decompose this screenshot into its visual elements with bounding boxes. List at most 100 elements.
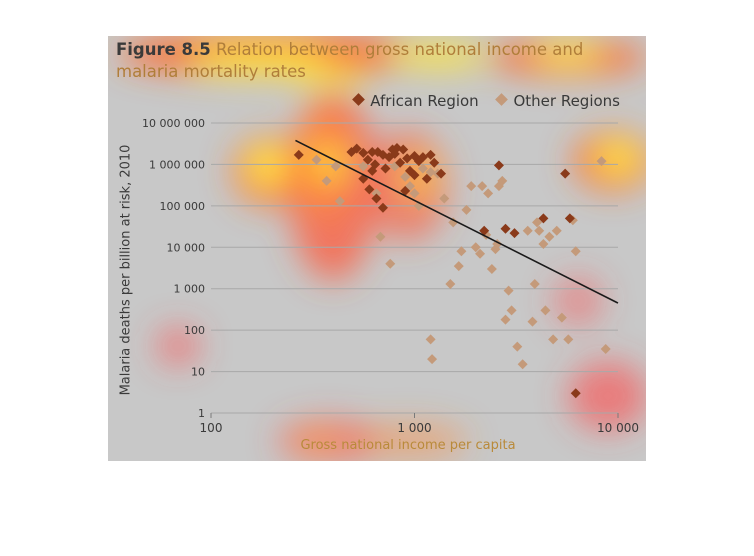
data-point-african xyxy=(362,154,373,165)
data-point-other xyxy=(445,278,456,289)
data-point-other xyxy=(409,188,420,199)
data-point-other xyxy=(517,359,528,370)
y-tick-label: 1 000 xyxy=(174,283,206,296)
data-point-other xyxy=(456,246,467,257)
y-tick-label: 1 000 000 xyxy=(149,158,205,171)
x-tick-label: 100 xyxy=(200,421,223,435)
gridlines xyxy=(211,122,618,414)
data-point-african xyxy=(509,228,520,239)
data-point-other xyxy=(483,188,494,199)
figure-caption: Relation between gross national income a… xyxy=(116,40,584,81)
data-point-african xyxy=(395,157,406,168)
x-axis-ticks: 100 1 000 10 000 xyxy=(200,413,639,435)
data-point-other xyxy=(475,248,486,259)
data-point-other xyxy=(417,163,428,174)
data-point-other xyxy=(512,341,523,352)
data-point-african xyxy=(377,149,388,160)
data-point-african xyxy=(500,223,511,234)
data-point-other xyxy=(527,316,538,327)
data-point-other xyxy=(334,196,345,207)
data-point-other xyxy=(497,175,508,186)
legend-swatch-african xyxy=(352,93,366,106)
data-point-other xyxy=(529,278,540,289)
figure-title: Figure 8.5 Relation between gross nation… xyxy=(116,39,636,83)
data-point-african xyxy=(570,388,581,399)
data-point-african xyxy=(380,163,391,174)
data-point-other xyxy=(540,305,551,316)
data-point-african xyxy=(377,202,388,213)
data-point-other xyxy=(486,263,497,274)
data-point-other xyxy=(466,181,477,192)
legend-item-african: African Region xyxy=(352,92,479,110)
data-point-other xyxy=(439,193,450,204)
data-point-other xyxy=(400,171,411,182)
data-point-other xyxy=(570,246,581,257)
data-point-other xyxy=(371,188,382,199)
data-point-african xyxy=(367,165,378,176)
data-point-other xyxy=(321,175,332,186)
data-point-other xyxy=(425,334,436,345)
data-point-african xyxy=(429,157,440,168)
data-point-other xyxy=(506,305,517,316)
data-point-african xyxy=(436,168,447,179)
data-point-african xyxy=(367,146,378,157)
data-point-african xyxy=(564,213,575,224)
y-tick-label: 1 xyxy=(198,407,205,420)
data-point-other xyxy=(500,314,511,325)
data-point-african xyxy=(293,149,304,160)
data-point-other xyxy=(425,167,436,178)
data-point-african xyxy=(358,147,369,158)
data-point-other xyxy=(470,242,481,253)
data-point-other xyxy=(556,312,567,323)
chart-legend: African Region Other Regions xyxy=(340,92,620,110)
data-point-other xyxy=(538,239,549,250)
data-point-african xyxy=(560,168,571,179)
y-tick-label: 100 xyxy=(184,324,205,337)
data-point-other xyxy=(311,154,322,165)
scatter-chart: 1 10 100 1 000 10 000 100 000 1 000 000 10 000 … xyxy=(142,117,639,435)
data-point-african xyxy=(417,152,428,163)
data-point-other xyxy=(522,225,533,236)
data-point-other xyxy=(551,225,562,236)
y-tick-label: 100 000 xyxy=(160,200,206,213)
trend-line xyxy=(295,139,619,304)
data-point-african xyxy=(493,160,504,171)
data-point-other xyxy=(548,334,559,345)
data-point-other xyxy=(453,261,464,272)
data-point-african xyxy=(372,146,383,157)
data-point-african xyxy=(400,185,411,196)
data-point-other xyxy=(358,161,369,172)
figure-panel: 1 10 100 1 000 10 000 100 000 1 000 000 10 000 … xyxy=(108,36,646,461)
y-tick-label: 10 000 xyxy=(167,241,206,254)
legend-item-other: Other Regions xyxy=(495,92,620,110)
y-axis-label: Malaria deaths per billion at risk, 2010 xyxy=(118,144,134,396)
data-point-other xyxy=(461,204,472,215)
data-points xyxy=(293,142,611,399)
y-tick-label: 10 000 000 xyxy=(142,117,205,130)
data-point-african xyxy=(421,173,432,184)
data-point-african xyxy=(538,213,549,224)
y-axis-ticks: 1 10 100 1 000 10 000 100 000 1 000 000 10 000 … xyxy=(142,117,205,420)
x-axis-label: Gross national income per capita xyxy=(300,438,516,453)
data-point-other xyxy=(596,156,607,167)
data-point-other xyxy=(477,181,488,192)
legend-swatch-other xyxy=(495,93,509,106)
data-point-other xyxy=(503,285,514,296)
data-point-other xyxy=(375,231,386,242)
data-point-other xyxy=(534,225,545,236)
figure-label: Figure 8.5 xyxy=(116,40,211,59)
data-point-african xyxy=(351,143,362,154)
data-point-african xyxy=(479,225,490,236)
data-point-african xyxy=(425,149,436,160)
legend-label-other: Other Regions xyxy=(513,92,620,110)
data-point-other xyxy=(448,217,459,228)
data-point-african xyxy=(398,144,409,155)
data-point-other xyxy=(385,258,396,269)
data-point-other xyxy=(427,354,438,365)
data-point-other xyxy=(330,161,341,172)
legend-label-african: African Region xyxy=(370,92,479,110)
data-point-african xyxy=(371,193,382,204)
data-point-other xyxy=(563,334,574,345)
data-point-african xyxy=(364,184,375,195)
data-point-african xyxy=(409,170,420,181)
